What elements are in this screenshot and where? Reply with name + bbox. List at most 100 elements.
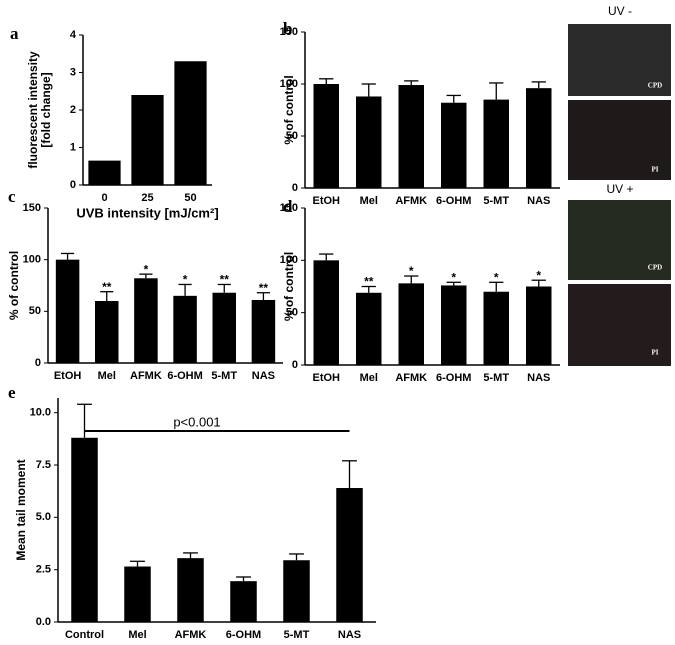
y-axis-label: [fold change] xyxy=(39,72,53,147)
y-tick-label: 100 xyxy=(280,78,298,90)
y-tick-label: 2 xyxy=(70,104,76,116)
bar xyxy=(483,99,509,188)
error-bar xyxy=(319,78,334,84)
error-bar xyxy=(256,292,270,300)
x-axis-label: UVB intensity [mJ/cm²] xyxy=(76,205,218,220)
bar xyxy=(88,160,121,185)
micrograph-title: UV - xyxy=(608,4,632,18)
x-tick-label: 6-OHM xyxy=(226,629,261,640)
bar xyxy=(441,285,467,365)
significance: ** xyxy=(259,281,269,295)
bar xyxy=(174,61,207,185)
x-tick-label: EtOH xyxy=(313,372,341,384)
x-tick-label: 50 xyxy=(184,192,196,204)
bar xyxy=(177,558,204,622)
error-bar xyxy=(342,460,357,489)
x-tick-label: AFMK xyxy=(395,372,427,384)
bar xyxy=(336,488,363,622)
x-tick-label: NAS xyxy=(252,370,275,382)
x-tick-label: Mel xyxy=(98,370,116,382)
x-tick-label: 0 xyxy=(101,192,107,204)
y-tick-label: 2.5 xyxy=(36,564,51,576)
bar xyxy=(483,291,509,365)
micrograph-label: PI xyxy=(652,349,659,357)
error-bar xyxy=(489,281,504,292)
error-bar xyxy=(531,81,546,89)
bar xyxy=(55,259,80,363)
x-tick-label: AFMK xyxy=(175,629,207,640)
error-bar xyxy=(100,291,114,301)
x-tick-label: 25 xyxy=(141,192,153,204)
error-bar xyxy=(77,403,92,438)
bar xyxy=(356,96,382,188)
y-axis-label: fluorescent intensity xyxy=(26,51,40,169)
bar xyxy=(441,102,467,188)
error-bar xyxy=(404,80,419,86)
bar xyxy=(283,560,310,622)
micrograph-label: CPD xyxy=(648,82,662,90)
error-bar xyxy=(446,94,461,103)
error-bar xyxy=(236,576,251,582)
error-bar xyxy=(489,82,504,100)
y-tick-label: 5.0 xyxy=(36,511,51,523)
bar xyxy=(230,581,257,622)
x-tick-label: EtOH xyxy=(313,195,341,207)
y-tick-label: 150 xyxy=(23,202,41,214)
bar xyxy=(173,295,197,363)
y-tick-label: 100 xyxy=(280,254,298,266)
micrograph-label: PI xyxy=(652,166,659,174)
panel-label: e xyxy=(8,383,16,402)
significance: * xyxy=(451,270,456,284)
bar xyxy=(95,301,119,363)
error-bar xyxy=(361,285,376,293)
y-tick-label: 150 xyxy=(280,202,298,214)
significance: * xyxy=(409,264,414,278)
bar xyxy=(212,292,236,363)
micrograph xyxy=(568,284,671,366)
y-tick-label: 100 xyxy=(23,254,41,266)
y-tick-label: 50 xyxy=(29,305,41,317)
x-tick-label: 6-OHM xyxy=(436,195,471,207)
x-tick-label: 5-MT xyxy=(284,629,310,640)
micrograph xyxy=(568,24,671,96)
bar xyxy=(526,286,552,365)
y-tick-label: 3 xyxy=(70,66,76,78)
error-bar xyxy=(361,83,376,97)
error-bar xyxy=(139,273,153,279)
y-axis-label: Mean tail moment xyxy=(14,459,28,560)
panel-label: d xyxy=(283,197,293,216)
bar xyxy=(251,299,276,363)
y-tick-label: 50 xyxy=(286,307,298,319)
y-tick-label: 0.0 xyxy=(36,616,51,628)
x-tick-label: Mel xyxy=(360,372,378,384)
annotation: p<0.001 xyxy=(173,414,220,429)
y-axis-label: % of control xyxy=(282,75,296,144)
significance: ** xyxy=(102,280,112,294)
error-bar xyxy=(446,281,461,286)
panel-label: a xyxy=(10,24,19,43)
x-tick-label: Mel xyxy=(360,195,378,207)
significance: * xyxy=(494,270,499,284)
y-tick-label: 4 xyxy=(70,29,77,41)
y-tick-label: 50 xyxy=(286,130,298,142)
error-bar xyxy=(531,279,546,287)
significance: * xyxy=(183,273,188,287)
y-tick-label: 0 xyxy=(292,182,298,194)
error-bar xyxy=(178,283,192,296)
x-tick-label: EtOH xyxy=(54,370,82,382)
micrograph-title: UV + xyxy=(606,182,633,196)
micrograph xyxy=(568,100,671,180)
y-tick-label: 7.5 xyxy=(36,459,51,471)
error-bar xyxy=(404,275,419,284)
bar xyxy=(124,566,151,622)
panel-label: c xyxy=(8,187,16,206)
bar xyxy=(356,292,382,365)
significance: * xyxy=(536,268,541,282)
x-tick-label: Control xyxy=(65,629,104,640)
error-bar xyxy=(183,552,198,559)
y-tick-label: 1 xyxy=(70,141,76,153)
y-tick-label: 10.0 xyxy=(30,407,51,419)
error-bar xyxy=(130,560,145,567)
bar xyxy=(398,85,424,188)
